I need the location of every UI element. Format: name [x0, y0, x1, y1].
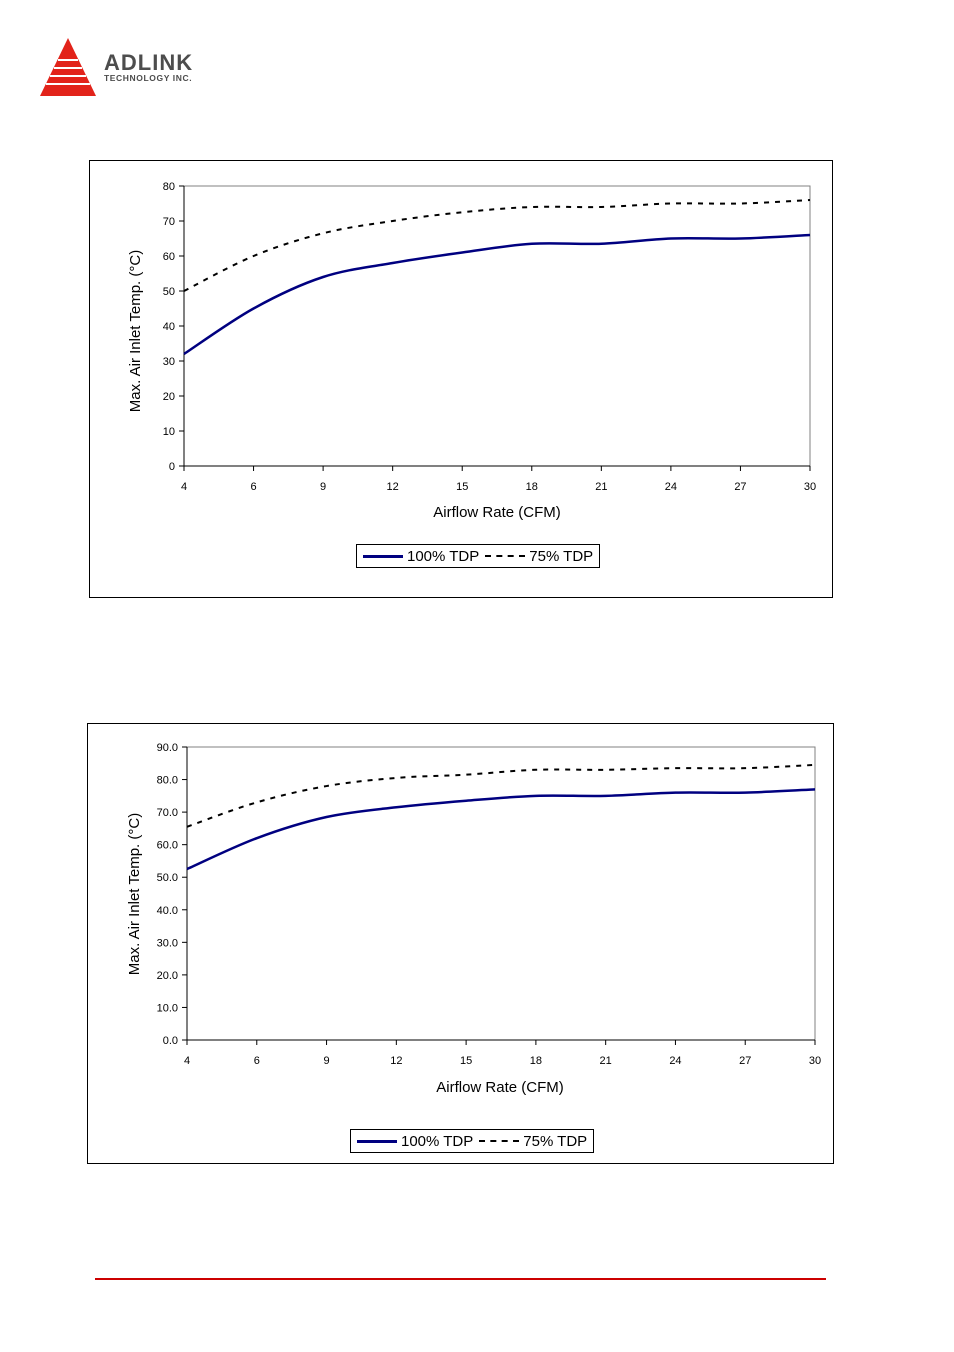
legend-label: 100% TDP	[401, 1132, 474, 1150]
x-tick-label: 4	[184, 1055, 190, 1067]
adlink-triangle-logo-icon	[40, 38, 96, 96]
y-tick-label: 70	[163, 216, 175, 228]
chart-2-xlabel: Airflow Rate (CFM)	[436, 1079, 564, 1096]
x-tick-label: 9	[320, 481, 326, 493]
y-tick-label: 80	[163, 181, 175, 193]
chart-2: Max. Air Inlet Temp. (°C) Airflow Rate (…	[87, 723, 834, 1164]
x-tick-label: 12	[387, 481, 399, 493]
legend-dashed-line-icon	[485, 555, 526, 557]
chart-1-xlabel: Airflow Rate (CFM)	[433, 504, 561, 521]
x-tick-label: 18	[530, 1055, 542, 1067]
y-tick-label: 60	[163, 251, 175, 263]
legend-label: 75% TDP	[529, 547, 594, 565]
legend-label: 75% TDP	[523, 1132, 588, 1150]
y-tick-label: 50	[163, 286, 175, 298]
series-line-100-tdp	[186, 788, 816, 871]
chart-1-ylabel: Max. Air Inlet Temp. (°C)	[127, 250, 144, 412]
y-tick-label: 40.0	[157, 905, 178, 917]
x-tick-label: 24	[665, 481, 677, 493]
legend-dashed-line-icon	[479, 1140, 520, 1142]
x-tick-label: 30	[809, 1055, 821, 1067]
y-tick-label: 10.0	[157, 1002, 178, 1014]
legend-item-75-tdp: 75% TDP	[473, 1133, 593, 1150]
legend-label: 100% TDP	[407, 547, 480, 565]
y-tick-label: 70.0	[157, 807, 178, 819]
plot-area-frame	[186, 746, 816, 1041]
legend-item-75-tdp: 75% TDP	[479, 548, 599, 565]
legend-solid-line-icon	[363, 554, 403, 558]
y-tick-label: 20.0	[157, 970, 178, 982]
x-tick-label: 15	[460, 1055, 472, 1067]
series-line-100-tdp	[183, 233, 811, 356]
chart-2-ylabel: Max. Air Inlet Temp. (°C)	[126, 813, 143, 975]
x-tick-label: 6	[254, 1055, 260, 1067]
y-tick-label: 30	[163, 356, 175, 368]
chart-1-plot: Max. Air Inlet Temp. (°C) Airflow Rate (…	[127, 181, 816, 521]
x-tick-label: 15	[456, 481, 468, 493]
y-tick-label: 90.0	[157, 742, 178, 754]
x-tick-label: 9	[323, 1055, 329, 1067]
x-tick-label: 21	[600, 1055, 612, 1067]
x-tick-label: 4	[181, 481, 187, 493]
y-tick-label: 0.0	[163, 1035, 178, 1047]
legend-solid-line-icon	[357, 1139, 397, 1143]
x-tick-label: 27	[734, 481, 746, 493]
series-line-75-tdp	[186, 763, 816, 828]
footer-divider	[95, 1278, 826, 1280]
series-line-75-tdp	[183, 199, 811, 292]
x-tick-label: 30	[804, 481, 816, 493]
legend-item-100-tdp: 100% TDP	[351, 1133, 473, 1150]
x-tick-label: 27	[739, 1055, 751, 1067]
y-tick-label: 80.0	[157, 775, 178, 787]
y-tick-label: 10	[163, 426, 175, 438]
y-tick-label: 50.0	[157, 872, 178, 884]
chart-2-legend: 100% TDP 75% TDP	[350, 1129, 595, 1153]
chart-1: Max. Air Inlet Temp. (°C) Airflow Rate (…	[89, 160, 833, 598]
y-tick-label: 30.0	[157, 937, 178, 949]
plot-area-frame	[183, 185, 811, 467]
x-tick-label: 6	[250, 481, 256, 493]
y-tick-label: 40	[163, 321, 175, 333]
legend-item-100-tdp: 100% TDP	[357, 548, 479, 565]
y-tick-label: 0	[169, 461, 175, 473]
x-tick-label: 12	[390, 1055, 402, 1067]
y-tick-label: 60.0	[157, 840, 178, 852]
chart-1-legend: 100% TDP 75% TDP	[356, 544, 601, 568]
chart-2-plot: Max. Air Inlet Temp. (°C) Airflow Rate (…	[126, 742, 821, 1096]
logo-subtitle: TECHNOLOGY INC.	[104, 73, 193, 83]
x-tick-label: 24	[669, 1055, 681, 1067]
x-tick-label: 18	[526, 481, 538, 493]
logo-name: ADLINK	[104, 50, 194, 75]
y-tick-label: 20	[163, 391, 175, 403]
x-tick-label: 21	[595, 481, 607, 493]
